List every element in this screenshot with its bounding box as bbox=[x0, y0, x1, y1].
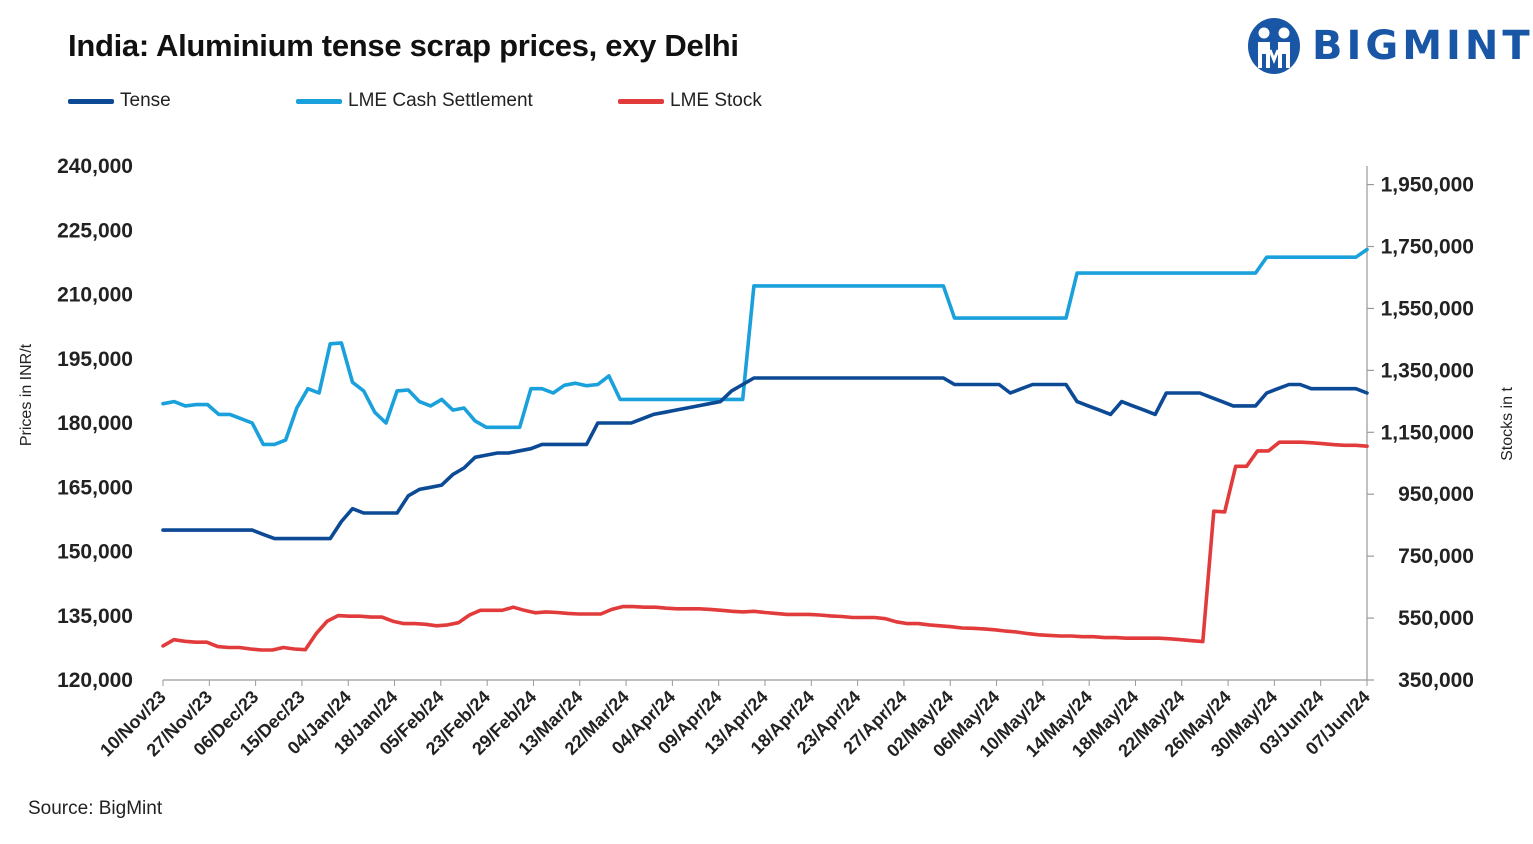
legend-label-lme-cash: LME Cash Settlement bbox=[348, 90, 533, 111]
y-left-tick-label: 165,000 bbox=[57, 476, 133, 499]
series-line-lme-cash-settlement bbox=[161, 247, 1369, 447]
y-right-tick-label: 1,750,000 bbox=[1381, 236, 1474, 259]
y-left-tick-label: 135,000 bbox=[57, 605, 133, 628]
series-line-tense bbox=[161, 376, 1369, 541]
legend-item-lme-cash: LME Cash Settlement bbox=[296, 90, 618, 112]
legend-item-lme-stock: LME Stock bbox=[618, 90, 762, 112]
brand-logo: BIGMINT bbox=[1246, 16, 1533, 76]
y-right-tick-label: 950,000 bbox=[1398, 483, 1474, 506]
brand-name: BIGMINT bbox=[1312, 23, 1533, 69]
legend-label-tense: Tense bbox=[120, 90, 171, 111]
y-right-tick-label: 550,000 bbox=[1398, 607, 1474, 630]
legend-item-tense: Tense bbox=[68, 90, 296, 112]
legend-swatch-lme-stock bbox=[618, 98, 664, 104]
chart-title: India: Aluminium tense scrap prices, exy… bbox=[68, 28, 739, 63]
chart-axes: 120,000 135,000 150,000 165,000 180,000 195,0… bbox=[57, 155, 1474, 761]
y-right-tick-label: 1,150,000 bbox=[1381, 421, 1474, 444]
y-axis-right-title: Stocks in t bbox=[1499, 387, 1516, 461]
y-left-tick-label: 180,000 bbox=[57, 412, 133, 435]
y-left-tick-label: 150,000 bbox=[57, 541, 133, 564]
y-right-tick-label: 1,550,000 bbox=[1381, 297, 1474, 320]
legend-label-lme-stock: LME Stock bbox=[670, 90, 762, 111]
y-right-tick-label: 1,950,000 bbox=[1381, 174, 1474, 197]
y-left-tick-label: 240,000 bbox=[57, 155, 133, 178]
source-note: Source: BigMint bbox=[28, 798, 163, 819]
y-left-tick-label: 210,000 bbox=[57, 284, 133, 307]
y-left-tick-label: 120,000 bbox=[57, 669, 133, 692]
series-line-lme-stock bbox=[161, 440, 1369, 652]
y-right-tick-label: 1,350,000 bbox=[1381, 359, 1474, 382]
chart-series bbox=[161, 247, 1369, 652]
y-right-tick-label: 350,000 bbox=[1398, 669, 1474, 692]
y-left-tick-label: 195,000 bbox=[57, 348, 133, 371]
y-left-tick-label: 225,000 bbox=[57, 219, 133, 242]
brand-people-icon bbox=[1248, 18, 1300, 74]
y-right-tick-label: 750,000 bbox=[1398, 545, 1474, 568]
chart-legend: Tense LME Cash Settlement LME Stock bbox=[68, 90, 762, 112]
legend-swatch-tense bbox=[68, 98, 114, 104]
y-axis-left-title: Prices in INR/t bbox=[18, 343, 35, 446]
legend-swatch-lme-cash bbox=[296, 98, 342, 104]
